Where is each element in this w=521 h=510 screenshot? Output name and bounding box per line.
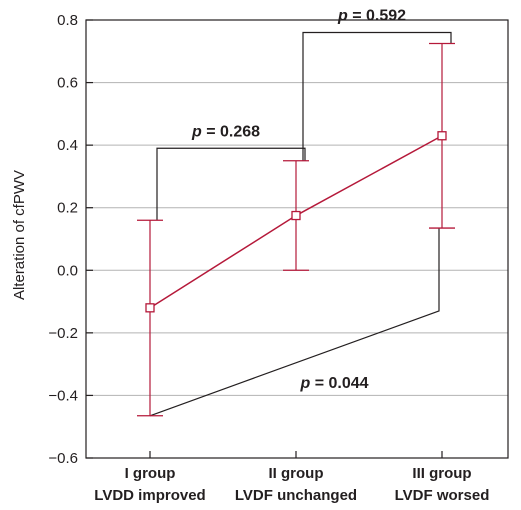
p-value: = 0.044 — [310, 375, 368, 392]
y-tick-label: −0.6 — [48, 450, 78, 467]
x-category-label-line2: LVDF unchanged — [235, 487, 357, 504]
x-category-label-line1: III group — [412, 465, 471, 482]
p-symbol: p — [191, 123, 202, 140]
y-tick-label: 0.6 — [57, 75, 78, 92]
p-value: = 0.268 — [202, 123, 260, 140]
data-point-marker — [145, 303, 155, 313]
y-axis-ticks: 0.8 0.6 0.4 0.2 0.0 −0.2 −0.4 −0.6 — [48, 12, 93, 467]
data-point-marker — [291, 210, 301, 221]
x-category-label-line2: LVDD improved — [94, 487, 205, 504]
p-value-label: p = 0.592 — [337, 8, 406, 25]
p-value-label: p = 0.268 — [191, 123, 260, 140]
comparison-bracket — [302, 31, 452, 161]
p-symbol: p — [337, 8, 348, 25]
data-point-marker — [437, 131, 447, 141]
x-category-label-line1: I group — [125, 465, 176, 482]
grid-lines — [86, 82, 508, 396]
p-symbol: p — [299, 375, 310, 392]
x-category-label-line1: II group — [269, 465, 324, 482]
x-axis-categories: I group LVDD improved II group LVDF unchang… — [94, 451, 489, 504]
y-tick-label: 0.0 — [57, 262, 78, 279]
y-tick-label: 0.2 — [57, 200, 78, 217]
comparison-bracket — [156, 147, 306, 221]
p-value-label: p = 0.044 — [299, 375, 368, 392]
y-tick-label: 0.8 — [57, 12, 78, 29]
y-axis-label: Alteration of cfPWV — [11, 170, 28, 300]
plot-frame — [85, 19, 509, 459]
series-layer — [137, 42, 455, 417]
comparison-line — [149, 228, 440, 417]
y-tick-label: −0.4 — [48, 387, 78, 404]
y-tick-label: −0.2 — [48, 325, 78, 342]
x-category-label-line2: LVDF worsed — [395, 487, 490, 504]
p-value: = 0.592 — [348, 8, 406, 25]
y-tick-label: 0.4 — [57, 137, 78, 154]
